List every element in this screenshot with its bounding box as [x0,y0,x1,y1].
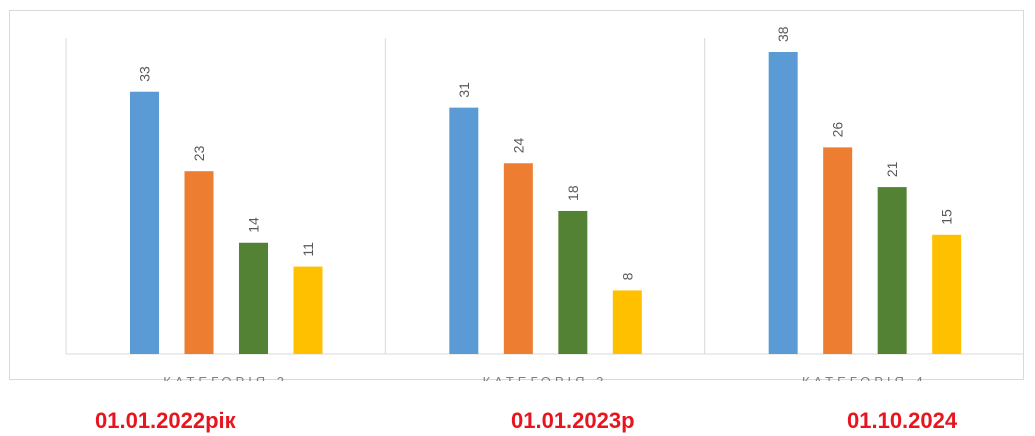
bar-c1-s3 [612,290,642,354]
data-label-c1-s0: 31 [456,82,472,98]
caption-date-2024: 01.10.2024 [847,408,958,433]
category-label-0: КАТЕГОРІЯ 2 [163,374,288,389]
bar-c2-s3 [932,234,962,354]
bar-c0-s2 [239,242,268,354]
data-label-c1-s3: 8 [619,272,635,280]
bar-c0-s0 [130,91,159,354]
category-label-2: КАТЕГОРІЯ 4 [802,374,927,389]
category-label-1: КАТЕГОРІЯ 3 [483,374,608,389]
bar-c1-s0 [449,107,479,354]
bar-chart: 33 23 14 11 КАТЕГОРІЯ 2 31 24 18 8 КАТЕГОРІЯ 3 38 2… [65,26,1024,389]
data-label-c1-s2: 18 [565,185,581,201]
bar-c2-s2 [877,187,907,354]
data-label-c2-s0: 38 [775,26,791,42]
bar-c1-s1 [503,163,533,354]
data-label-c2-s3: 15 [939,209,955,225]
bar-c2-s0 [768,52,798,354]
bar-c0-s1 [184,171,214,354]
data-label-c2-s2: 21 [884,161,900,177]
bar-c2-s1 [823,147,853,354]
caption-date-2023: 01.01.2023р [511,408,635,433]
data-label-c2-s1: 26 [830,122,846,138]
data-label-c0-s2: 14 [246,217,262,233]
bar-c1-s2 [558,210,588,354]
data-label-c1-s1: 24 [510,137,526,153]
data-label-c0-s3: 11 [300,242,316,257]
bar-c0-s3 [293,266,323,354]
data-label-c0-s0: 33 [137,66,153,82]
caption-date-2022: 01.01.2022рік [95,408,236,433]
data-label-c0-s1: 23 [191,145,207,161]
